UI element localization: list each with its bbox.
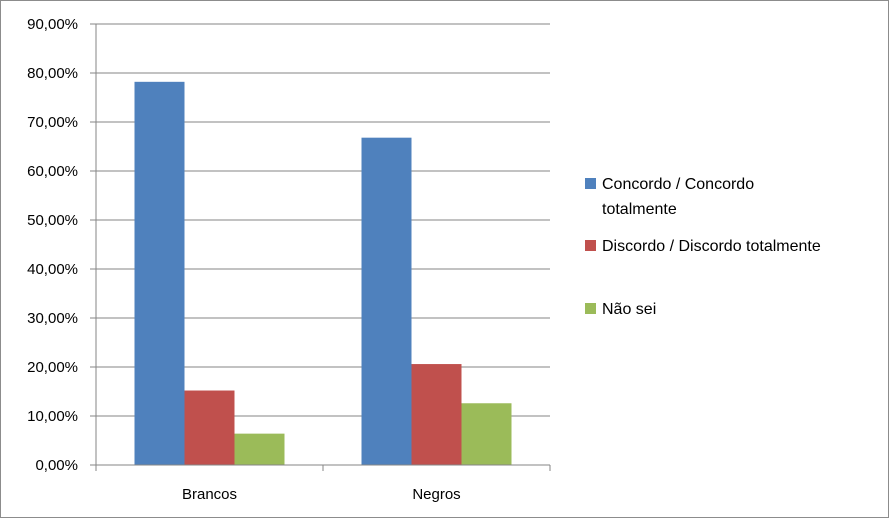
y-tick-label: 10,00% bbox=[27, 408, 78, 425]
x-category-label: Brancos bbox=[182, 486, 237, 503]
bars bbox=[134, 81, 512, 465]
y-tick-label: 50,00% bbox=[27, 212, 78, 229]
bar-1-1 bbox=[411, 364, 462, 465]
y-tick-label: 0,00% bbox=[35, 457, 78, 474]
legend-label: Discordo / Discordo totalmente bbox=[602, 238, 821, 255]
bar-2-0 bbox=[234, 433, 285, 465]
legend-swatch bbox=[585, 240, 596, 251]
x-category-label: Negros bbox=[412, 486, 460, 503]
legend: Concordo / Concordo totalmente Discordo /… bbox=[585, 176, 821, 318]
bar-0-1 bbox=[361, 137, 412, 465]
bar-2-1 bbox=[461, 403, 512, 465]
y-tick-label: 60,00% bbox=[27, 163, 78, 180]
y-tick-label: 40,00% bbox=[27, 261, 78, 278]
y-tick-label: 80,00% bbox=[27, 65, 78, 82]
y-tick-label: 90,00% bbox=[27, 16, 78, 33]
axes bbox=[90, 23, 551, 471]
legend-swatch bbox=[585, 303, 596, 314]
legend-label: Concordo / Concordo totalmente bbox=[602, 176, 754, 218]
bar-1-0 bbox=[184, 390, 235, 465]
legend-swatch bbox=[585, 178, 596, 189]
bar-0-0 bbox=[134, 81, 185, 465]
y-axis-tick-labels: 0,00% 10,00% 20,00% 30,00% 40,00% 50,00%… bbox=[27, 16, 78, 474]
legend-label: Não sei bbox=[602, 301, 656, 318]
y-tick-label: 20,00% bbox=[27, 359, 78, 376]
x-axis-category-labels: Brancos Negros bbox=[182, 486, 461, 503]
y-tick-label: 70,00% bbox=[27, 114, 78, 131]
y-tick-label: 30,00% bbox=[27, 310, 78, 327]
